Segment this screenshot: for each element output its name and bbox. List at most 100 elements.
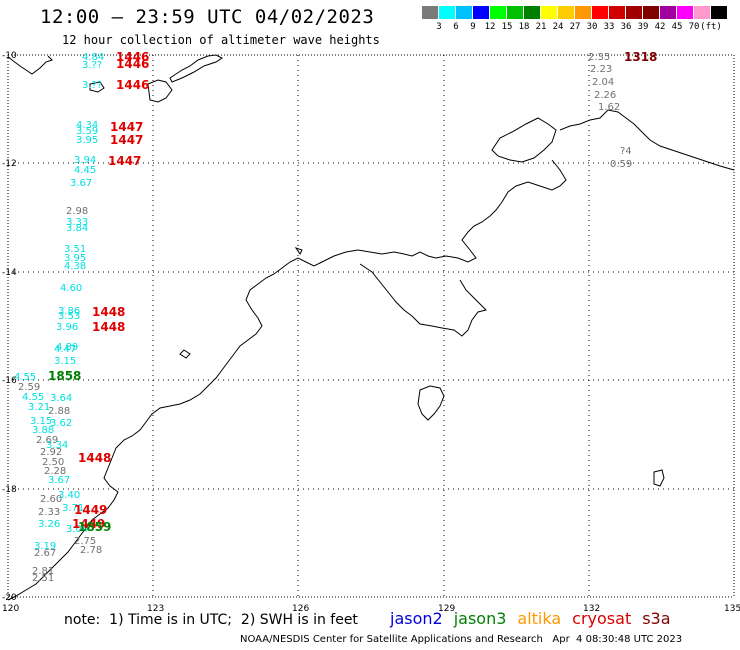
scale-swatch [507,6,523,19]
wave-height-value: 2.98 [66,206,88,217]
wave-height-value: 3.71 [62,503,84,514]
scale-label: 15 [501,22,513,32]
pass-time-label: 1447 [108,154,141,168]
wave-height-value: 3.59 [76,126,98,137]
axis-labels: 120 123 126 129 132 135 -10 -12 -14 -16 -18 -20 [2,51,740,614]
longitude-label: 132 [583,604,600,614]
scale-swatch [694,6,710,19]
scale-swatch [609,6,625,19]
wave-height-value: 2.67 [34,548,56,559]
scale-label: 70 [688,22,700,32]
wave-height-value: 3.15 [54,356,76,367]
longitude-label: 129 [438,604,455,614]
credit-line: NOAA/NESDIS Center for Satellite Applica… [240,634,683,645]
coastline [7,54,735,601]
latitude-label: -14 [2,268,17,278]
wave-height-value: 2.81 [32,566,54,577]
wave-height-value: ?4 [620,146,632,157]
wave-height-value: 3.94 [74,155,96,166]
wave-height-value: 3.?? [82,60,102,71]
scale-label: 27 [569,22,581,32]
pass-time-label: 1447 [110,133,143,147]
wave-height-value: 3.53 [58,311,80,322]
scale-swatch [677,6,693,19]
wave-height-value: 3.62 [50,418,72,429]
wave-height-value: 4.55 [14,372,36,383]
wave-height-value: 3.64 [50,393,72,404]
scale-swatch [626,6,642,19]
wave-height-value: 3.15 [30,416,52,427]
map-title: 12:00 – 23:59 UTC 04/02/2023 [40,6,375,28]
satellite-name: cryosat [572,609,632,628]
latitude-label: -18 [2,485,17,495]
pass-time-label: 1449 [72,517,105,531]
scale-label: 36 [620,22,632,32]
scale-swatch [592,6,608,19]
wave-height-value: 3.21 [28,402,50,413]
satellite-name: jason3 [453,609,507,628]
scale-swatch [558,6,574,19]
wave-height-value: 4.38 [64,261,86,272]
wave-height-value: 2.92 [40,447,62,458]
pass-time-label: 1446 [116,78,149,92]
wave-height-value: 4.47 [54,344,76,355]
scale-label: 18 [518,22,530,32]
pass-time-label: 1318 [624,50,657,64]
wave-height-value: 2.23 [590,64,612,75]
pass-time-label: 1858 [48,369,81,383]
scale-swatch [643,6,659,19]
pass-time-label: 1446 [116,50,149,64]
satellite-name: jason2 [390,609,443,628]
scale-swatch [422,6,438,19]
scale-label: 21 [535,22,547,32]
wave-height-value: 4.45 [74,165,96,176]
wave-height-value: 2.28 [44,466,66,477]
pass-time-stamps: 1446144614461447144714471448144818581448… [48,50,657,534]
footer-note: note: 1) Time is in UTC; 2) SWH is in fe… [64,612,358,628]
scale-label: 42 [654,22,666,32]
wave-height-value: 3.67 [48,475,70,486]
longitude-label: 135 [724,604,740,614]
scale-swatch [541,6,557,19]
scale-label: 3 [436,22,442,32]
wave-height-value: 4.89 [56,342,78,353]
longitude-label: 126 [292,604,309,614]
pass-time-label: 1446 [116,57,149,71]
wave-height-value: 3.?? [82,80,102,91]
wave-height-value: 2.69 [36,435,58,446]
scale-label: 45 [671,22,683,32]
scale-swatch [439,6,455,19]
lat-lon-grid [7,54,735,598]
wave-height-value: 3.51 [64,244,86,255]
wave-height-value: 3.96 [56,322,78,333]
wave-height-value: 2.33 [38,507,60,518]
wave-height-value: 2.50 [42,457,64,468]
pass-time-label: 1449 [74,503,107,517]
wave-height-value: 2.60 [40,494,62,505]
wave-height-value: 4.55 [22,392,44,403]
wave-height-value: 2.51 [32,573,54,584]
scale-swatch [490,6,506,19]
pass-time-label: 1859 [78,520,111,534]
wave-height-value: 2.88 [48,406,70,417]
wave-height-value: 1.62 [598,102,620,113]
wave-height-value: 2.75 [74,536,96,547]
satellite-name: altika [517,609,562,628]
scale-swatch [473,6,489,19]
wave-height-value: 4.84 [82,52,104,63]
satellite-legend: jason2 jason3 altika cryosat s3a [390,609,682,628]
wave-height-value: 3.33 [66,217,88,228]
latitude-label: -20 [2,593,17,603]
scale-label: 30 [586,22,598,32]
map-subtitle: 12 hour collection of altimeter wave hei… [62,33,380,47]
pass-time-label: 1448 [92,305,125,319]
longitude-label: 123 [147,604,164,614]
latitude-label: -10 [2,51,17,61]
pass-time-label: 1448 [78,451,111,465]
scale-swatch [524,6,540,19]
wave-height-value: 4.34 [76,120,98,131]
wave-height-value: 4.60 [60,283,82,294]
wave-height-value: 3.40 [58,490,80,501]
wave-height-value: 2.35 [588,52,610,63]
